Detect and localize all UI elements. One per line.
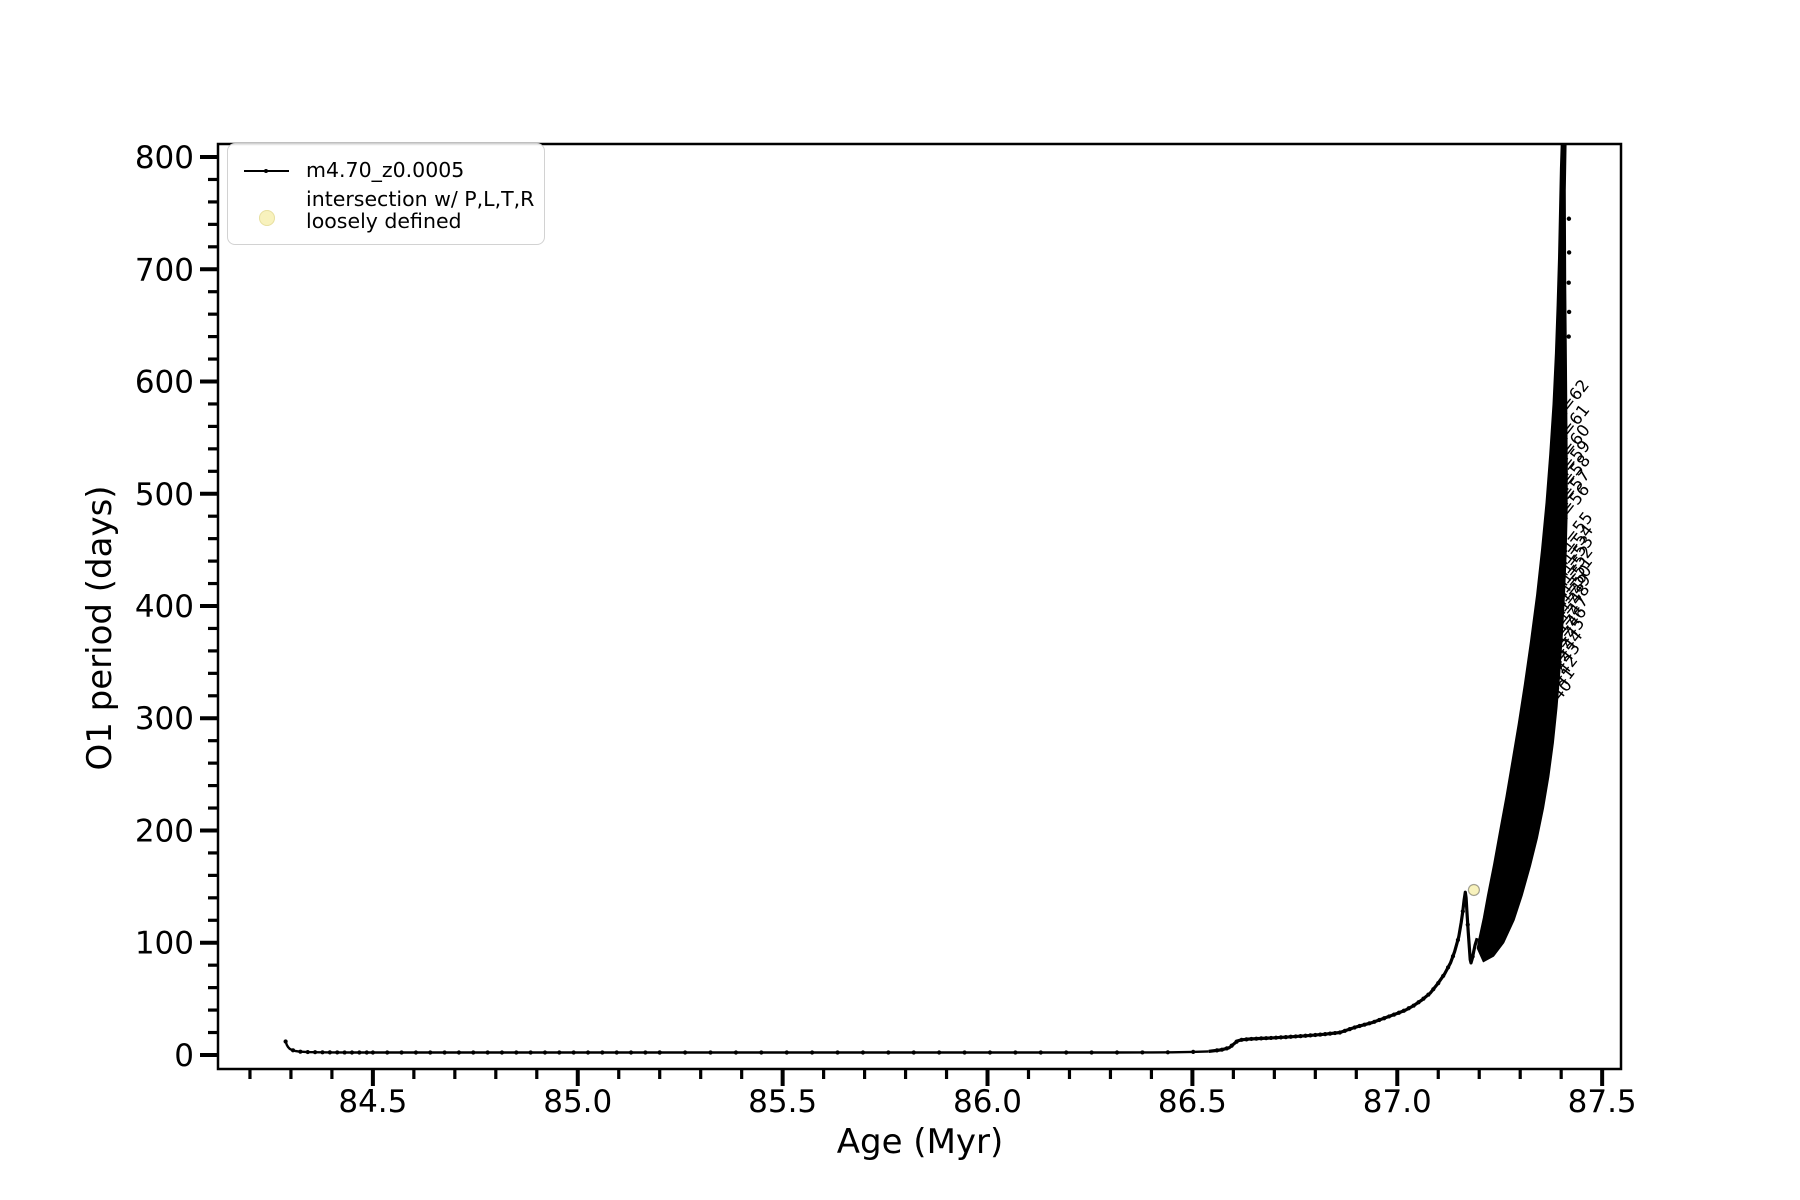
y-tick-label: 800 (135, 140, 194, 176)
y-tick-label: 700 (135, 252, 194, 288)
x-axis-label: Age (Myr) (836, 1122, 1004, 1162)
plot-border (216, 142, 1623, 1071)
x-tick-label: 86.0 (953, 1084, 1022, 1120)
y-tick-label: 600 (135, 365, 194, 401)
intersection-marker (1467, 883, 1480, 897)
y-tick-label: 300 (135, 701, 194, 737)
legend-label-series: m4.70_z0.0005 (306, 158, 465, 182)
x-tick-label: 84.5 (338, 1084, 407, 1120)
band-nub (1566, 216, 1572, 221)
series-markers (283, 909, 1475, 1055)
line-marker-icon (244, 168, 289, 173)
series-line-flat (284, 1041, 1209, 1054)
data-layer: n=62n=61n=60n=59n=58n=57n=56n=55n=54n=53… (283, 144, 1597, 1055)
y-tick-label: 200 (135, 813, 194, 849)
legend: m4.70_z0.0005 intersection w/ P,L,T,R loo… (227, 143, 545, 245)
x-tick-label: 86.5 (1158, 1084, 1227, 1120)
y-tick-label: 0 (174, 1038, 194, 1074)
x-tick-label: 87.5 (1568, 1084, 1637, 1120)
band-nub (1566, 280, 1571, 285)
y-tick-label: 100 (135, 926, 194, 962)
tick-labels: 84.5 85.0 85.5 86.0 86.5 87.0 87.5 0 100 200 300 40… (135, 140, 1637, 1120)
band-nub (1566, 334, 1571, 339)
series-line-rise (1208, 890, 1479, 1053)
x-tick-label: 85.0 (543, 1084, 612, 1120)
y-axis-label: O1 period (days) (80, 485, 120, 771)
annotations: n=62n=61n=60n=59n=58n=57n=56n=55n=54n=53… (1533, 376, 1597, 723)
y-tick-label: 500 (135, 477, 194, 513)
x-tick-label: 87.0 (1363, 1084, 1432, 1120)
legend-label-intersection: intersection w/ P,L,T,R loosely defined (306, 187, 535, 233)
axis-ticks (200, 155, 1605, 1086)
x-tick-label: 85.5 (748, 1084, 817, 1120)
band-nub (1566, 309, 1572, 315)
circle-marker-icon (259, 210, 275, 226)
y-tick-label: 400 (135, 589, 194, 625)
band-nub (1566, 250, 1572, 255)
oscillation-band (1476, 144, 1568, 963)
